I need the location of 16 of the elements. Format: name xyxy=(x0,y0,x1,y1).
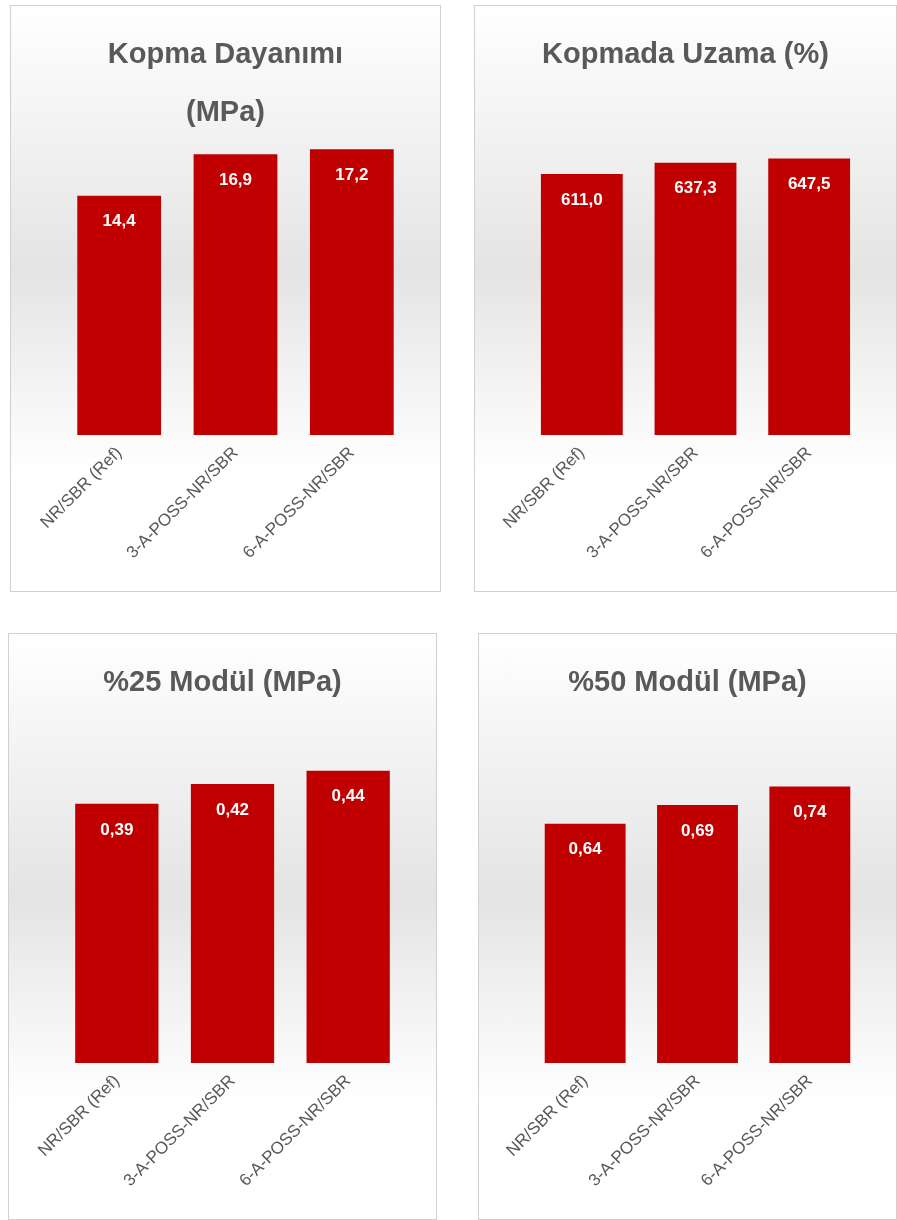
chart-title: %50 Modül (MPa) xyxy=(568,664,807,699)
data-label: 0,69 xyxy=(680,820,715,840)
chart-title: Kopma Dayanımı (MPa) xyxy=(106,36,345,129)
data-label: 0,42 xyxy=(215,799,250,819)
data-label: 0,74 xyxy=(793,802,827,822)
data-label: 647,5 xyxy=(787,174,831,194)
data-label: 16,9 xyxy=(218,169,253,189)
data-label: 0,44 xyxy=(331,786,366,806)
data-label: 14,4 xyxy=(102,211,137,231)
data-label: 0,39 xyxy=(100,819,134,839)
data-label: 17,2 xyxy=(335,164,369,184)
data-label: 0,64 xyxy=(568,839,603,859)
data-label: 637,3 xyxy=(674,178,717,198)
data-label: 611,0 xyxy=(561,189,603,209)
chart-title: Kopmada Uzama (%) xyxy=(542,36,829,71)
chart-title: %25 Modül (MPa) xyxy=(103,664,342,699)
